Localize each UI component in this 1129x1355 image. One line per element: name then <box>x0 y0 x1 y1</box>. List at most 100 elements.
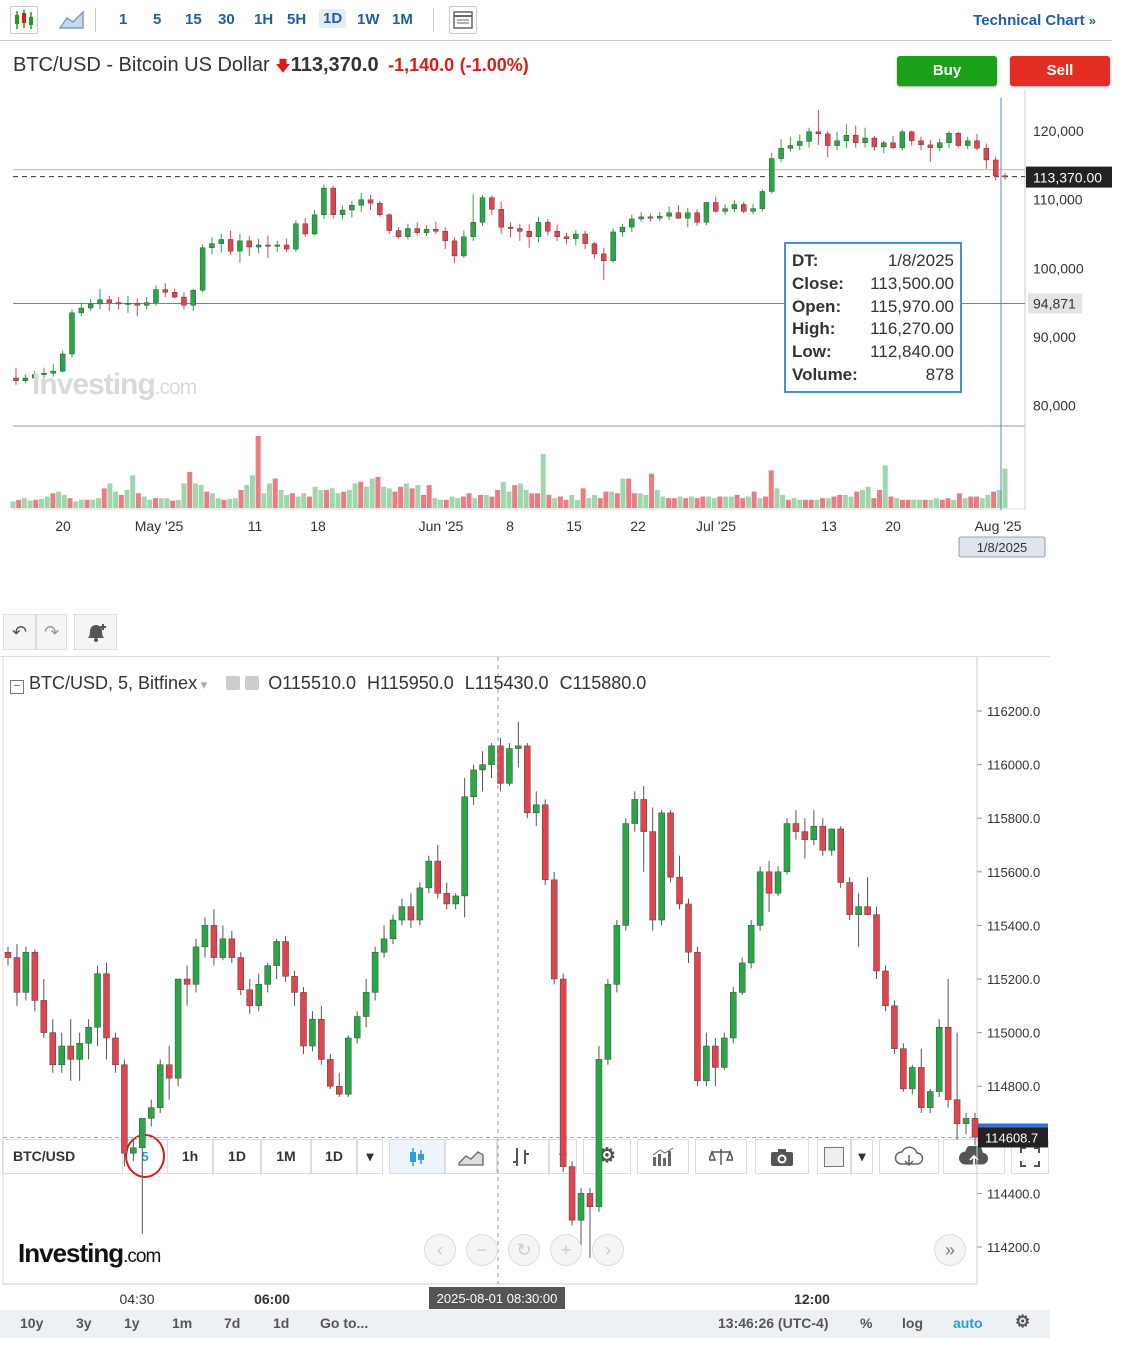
legend-symbol[interactable]: BTC/USD, 5, Bitfinex <box>29 673 198 693</box>
top-toolbar: 1 5 15 30 1H 5H 1D 1W 1M Technical Chart… <box>0 0 1112 41</box>
add-alert-icon[interactable] <box>74 614 117 650</box>
intraday-candle <box>649 807 656 931</box>
camera-icon[interactable] <box>755 1139 809 1174</box>
gear-icon[interactable]: ⚙ <box>583 1139 631 1174</box>
interval-1d-button[interactable]: 1D <box>213 1139 261 1174</box>
compare-scale-icon[interactable] <box>695 1139 747 1174</box>
range-1m[interactable]: 1m <box>172 1315 193 1331</box>
chevron-down-icon[interactable]: ▾ <box>357 1139 383 1174</box>
volume-bar <box>825 498 831 508</box>
cloud-download-icon[interactable] <box>879 1139 939 1174</box>
settings-small-icon[interactable] <box>245 676 260 690</box>
eye-icon[interactable] <box>226 676 241 690</box>
range-7d[interactable]: 7d <box>224 1315 241 1331</box>
timeframe-1d[interactable]: 1D <box>319 9 347 28</box>
volume-bar <box>284 494 290 508</box>
intraday-candle-body <box>738 962 746 993</box>
chevron-down-icon[interactable]: ▾ <box>851 1139 873 1174</box>
volume-bar <box>603 491 609 508</box>
intraday-candle-body <box>148 1107 155 1119</box>
goto-date[interactable]: Go to... <box>320 1315 369 1331</box>
timeframe-30[interactable]: 30 <box>218 11 235 28</box>
volume-bar <box>660 496 666 508</box>
range-10y[interactable]: 10y <box>20 1315 44 1331</box>
intraday-candle <box>4 946 12 966</box>
range-3y[interactable]: 3y <box>76 1315 92 1331</box>
daily-candle-body <box>647 216 654 219</box>
timeframe-1h[interactable]: 1H <box>254 11 274 28</box>
collapse-icon[interactable]: – <box>10 680 24 694</box>
intraday-candle-body <box>40 1000 48 1033</box>
x-tick-label: 11 <box>248 518 263 534</box>
redo-icon[interactable]: ↷ <box>36 614 67 650</box>
color-swatch-icon[interactable] <box>817 1139 851 1174</box>
auto-toggle[interactable]: auto <box>953 1315 983 1331</box>
daily-candle-body <box>190 290 196 306</box>
daily-candle-body <box>125 303 131 305</box>
buy-button[interactable]: Buy <box>897 56 997 86</box>
zoom-out-icon[interactable]: − <box>466 1234 498 1266</box>
area-chart-icon[interactable] <box>58 8 86 37</box>
intraday-candle-body <box>407 906 415 921</box>
daily-candle <box>871 135 878 151</box>
intraday-candle-body <box>139 1118 146 1149</box>
table-view-icon[interactable] <box>449 6 477 34</box>
percent-toggle[interactable]: % <box>860 1315 873 1331</box>
scroll-to-realtime-icon[interactable]: » <box>934 1234 966 1266</box>
timeframe-5h[interactable]: 5H <box>287 11 307 28</box>
volume-bar <box>363 486 369 508</box>
gear-icon[interactable]: ⚙ <box>1015 1312 1031 1331</box>
volume-bar <box>221 499 227 508</box>
timeframe-15[interactable]: 15 <box>185 11 202 28</box>
range-1d[interactable]: 1d <box>273 1315 290 1331</box>
volume-bar <box>848 496 854 508</box>
technical-chart-link[interactable]: Technical Chart » <box>973 12 1096 29</box>
x-tick-label: Aug '25 <box>974 518 1021 534</box>
volume-bar <box>666 498 672 508</box>
range-1y[interactable]: 1y <box>124 1315 140 1331</box>
daily-candle <box>843 124 850 149</box>
timeframe-5[interactable]: 5 <box>153 11 162 28</box>
log-toggle[interactable]: log <box>902 1315 923 1331</box>
interval-1d-dropdown[interactable]: 1D <box>311 1139 357 1174</box>
volume-bar <box>44 496 50 508</box>
volume-bar <box>158 498 164 508</box>
volume-bar <box>335 493 341 508</box>
daily-candle <box>908 130 915 146</box>
daily-candle <box>974 133 980 151</box>
chevron-down-icon[interactable]: ▾ <box>197 677 208 692</box>
daily-candle-body <box>619 226 626 233</box>
scroll-right-icon[interactable]: › <box>592 1234 624 1266</box>
intraday-candlestick-chart[interactable]: 116200.0 116000.0 115800.0 115600.0 115400.0… <box>0 657 1050 1310</box>
undo-icon[interactable]: ↶ <box>3 614 36 650</box>
x-tick-label: Jun '25 <box>419 518 464 534</box>
volume-bar <box>802 499 808 508</box>
intraday-candle <box>434 845 442 899</box>
line-chart-icon[interactable] <box>445 1139 497 1174</box>
bar-chart-icon[interactable] <box>637 1139 689 1174</box>
sell-button[interactable]: Sell <box>1010 56 1110 86</box>
symbol-field[interactable]: BTC/USD <box>2 1139 122 1174</box>
scroll-left-icon[interactable]: ‹ <box>424 1234 456 1266</box>
daily-candle-body <box>414 228 420 233</box>
reset-icon[interactable]: ↻ <box>508 1234 540 1266</box>
zoom-in-icon[interactable]: + <box>550 1234 582 1266</box>
intraday-candle <box>13 944 21 1006</box>
candlestick-chart-icon[interactable] <box>10 6 38 34</box>
daily-candle <box>349 201 355 218</box>
intraday-candle-body <box>685 903 692 953</box>
timeframe-1m[interactable]: 1M <box>392 11 413 28</box>
daily-candle-body <box>862 137 868 144</box>
interval-1h-button[interactable]: 1h <box>167 1139 213 1174</box>
volume-bar <box>877 490 883 508</box>
timeframe-1[interactable]: 1 <box>119 11 128 28</box>
daily-candle-body <box>582 233 588 244</box>
volume-bar <box>346 490 352 508</box>
candles-style-icon[interactable] <box>389 1139 445 1174</box>
interval-1m-button[interactable]: 1M <box>261 1139 311 1174</box>
daily-candle-body <box>106 299 113 303</box>
daily-candlestick-chart[interactable]: 120,000 110,000 100,000 90,000 80,000 94,871 1… <box>0 90 1129 560</box>
timeframe-1w[interactable]: 1W <box>357 11 380 28</box>
intraday-candle-body <box>4 951 12 958</box>
intraday-candle-body <box>900 1048 907 1090</box>
